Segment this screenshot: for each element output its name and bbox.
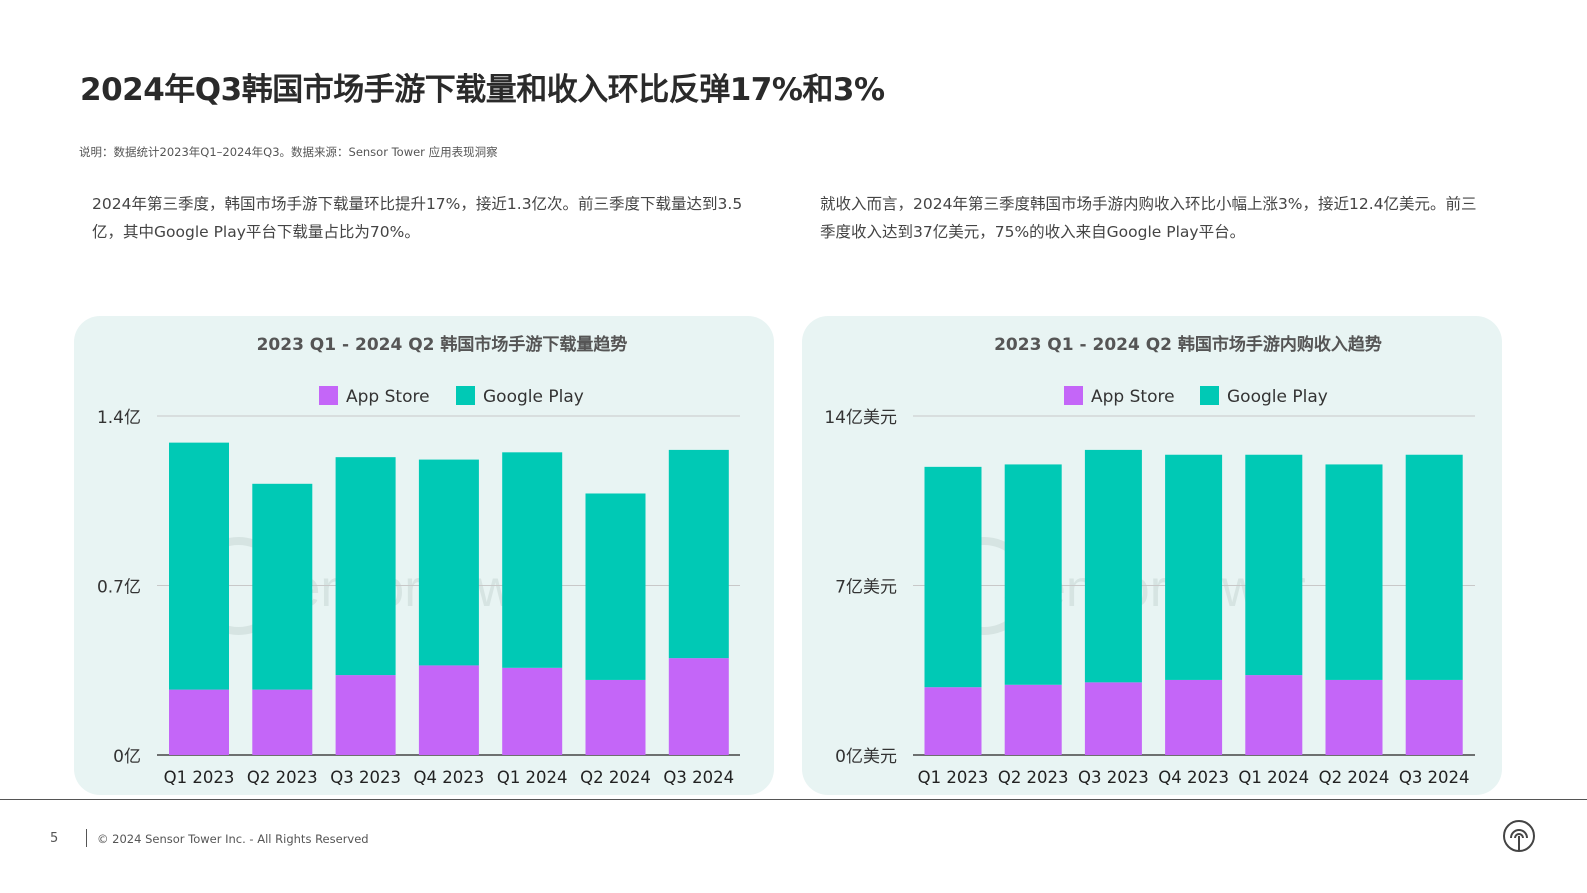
legend-swatch — [456, 386, 475, 405]
bar-app-store — [1405, 679, 1463, 755]
legend-swatch — [1064, 386, 1083, 405]
bar-app-store — [1084, 682, 1142, 755]
sensor-tower-logo-icon — [1503, 820, 1535, 852]
x-tick-label: Q2 2023 — [247, 768, 318, 787]
bar-app-store — [585, 679, 646, 755]
legend-swatch — [319, 386, 338, 405]
y-tick-label: 0.7亿 — [97, 578, 141, 598]
footer-separator — [86, 829, 87, 847]
bar-app-store — [1325, 679, 1383, 755]
x-tick-label: Q2 2023 — [998, 768, 1069, 787]
y-tick-label: 0亿美元 — [835, 747, 897, 767]
legend-label: App Store — [346, 387, 430, 407]
page-title: 2024年Q3韩国市场手游下载量和收入环比反弹17%和3% — [80, 72, 885, 108]
revenue-chart-panel: SensorTower 2023 Q1 - 2024 Q2 韩国市场手游内购收入趋… — [802, 316, 1502, 795]
bar-app-store — [1245, 675, 1303, 755]
x-tick-label: Q1 2023 — [164, 768, 235, 787]
legend-label: Google Play — [1227, 387, 1328, 407]
bar-google-play — [1004, 464, 1062, 685]
bar-app-store — [668, 658, 729, 755]
bar-google-play — [1325, 464, 1383, 680]
bar-app-store — [335, 675, 396, 755]
x-tick-label: Q4 2023 — [414, 768, 485, 787]
paragraph-revenue: 就收入而言，2024年第三季度韩国市场手游内购收入环比小幅上涨3%，接近12.4… — [820, 195, 1477, 241]
bar-google-play — [502, 452, 563, 668]
bar-google-play — [585, 493, 646, 680]
bar-google-play — [252, 483, 313, 690]
y-tick-label: 7亿美元 — [835, 578, 897, 598]
paragraph-downloads: 2024年第三季度，韩国市场手游下载量环比提升17%，接近1.3亿次。前三季度下… — [92, 195, 743, 241]
x-tick-label: Q3 2023 — [1078, 768, 1149, 787]
downloads-chart-panel: SensorTower 2023 Q1 - 2024 Q2 韩国市场手游下载量趋势… — [74, 316, 774, 795]
y-tick-label: 1.4亿 — [97, 408, 141, 428]
x-tick-label: Q1 2023 — [918, 768, 989, 787]
x-tick-label: Q1 2024 — [1238, 768, 1309, 787]
copyright: © 2024 Sensor Tower Inc. - All Rights Re… — [97, 832, 369, 846]
chart-title: 2023 Q1 - 2024 Q2 韩国市场手游下载量趋势 — [257, 334, 628, 355]
bar-app-store — [418, 665, 479, 755]
x-tick-label: Q2 2024 — [580, 768, 651, 787]
x-tick-label: Q3 2024 — [1399, 768, 1470, 787]
footer-divider — [0, 799, 1587, 800]
bar-app-store — [1165, 679, 1223, 755]
bar-google-play — [1405, 454, 1463, 680]
legend-label: Google Play — [483, 387, 584, 407]
x-tick-label: Q2 2024 — [1319, 768, 1390, 787]
bar-app-store — [252, 689, 313, 755]
bar-google-play — [169, 442, 229, 690]
bar-google-play — [418, 459, 479, 666]
bar-google-play — [1165, 454, 1223, 680]
bar-app-store — [502, 667, 563, 755]
bar-google-play — [668, 449, 729, 659]
legend-swatch — [1200, 386, 1219, 405]
x-tick-label: Q3 2024 — [663, 768, 734, 787]
bar-app-store — [1004, 684, 1062, 755]
bar-google-play — [1084, 449, 1142, 683]
x-tick-label: Q4 2023 — [1158, 768, 1229, 787]
data-note: 说明：数据统计2023年Q1–2024年Q3。数据来源：Sensor Tower… — [79, 145, 498, 159]
bar-google-play — [924, 466, 982, 688]
y-tick-label: 0亿 — [113, 747, 141, 767]
legend-label: App Store — [1091, 387, 1175, 407]
y-tick-label: 14亿美元 — [824, 408, 897, 428]
x-tick-label: Q1 2024 — [497, 768, 568, 787]
bar-app-store — [924, 687, 982, 755]
bar-google-play — [1245, 454, 1303, 676]
bar-app-store — [169, 689, 229, 755]
page-number: 5 — [50, 831, 59, 846]
bar-google-play — [335, 457, 396, 676]
chart-title: 2023 Q1 - 2024 Q2 韩国市场手游内购收入趋势 — [994, 334, 1382, 355]
x-tick-label: Q3 2023 — [330, 768, 401, 787]
